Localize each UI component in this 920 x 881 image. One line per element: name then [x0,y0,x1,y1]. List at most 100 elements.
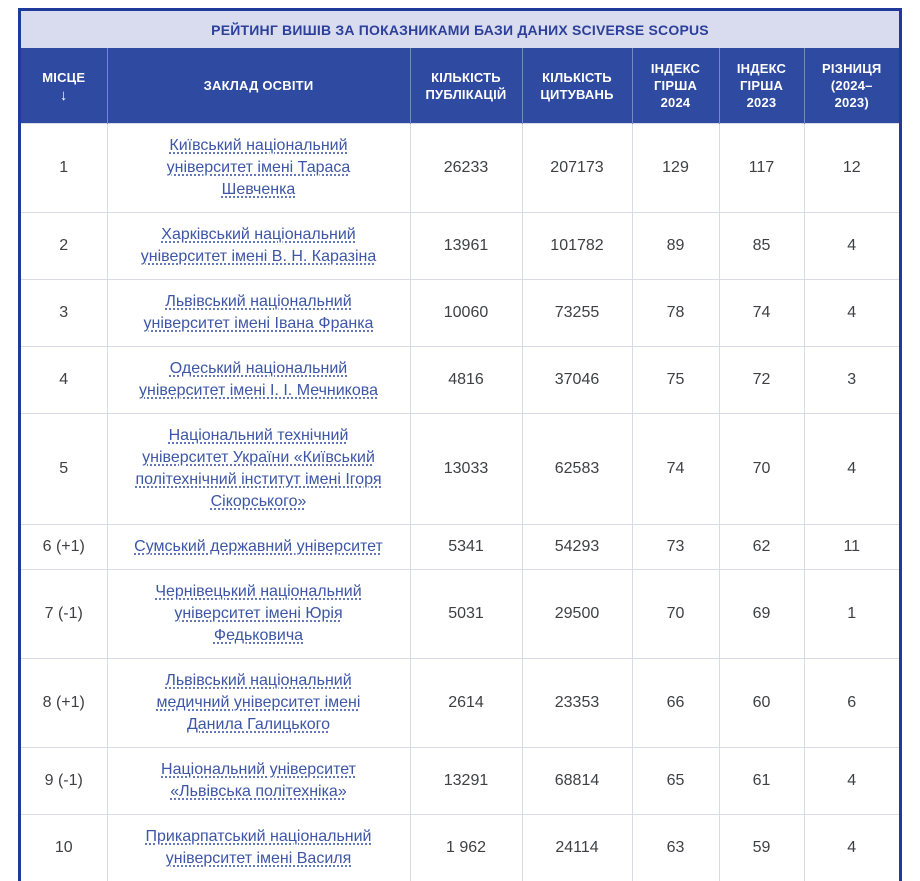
difference-cell: 1 [804,570,899,659]
rank-cell: 6 (+1) [21,525,107,570]
university-link[interactable]: Харківський національний університет іме… [141,224,377,268]
column-header-hindex-2024: ІНДЕКС ГІРША 2024 [632,48,719,124]
difference-cell: 11 [804,525,899,570]
publications-cell: 1 962 [410,815,522,881]
publications-cell: 2614 [410,659,522,748]
university-cell: Національний технічний університет Украї… [107,414,410,525]
table-title: РЕЙТИНГ ВИШІВ ЗА ПОКАЗНИКАМИ БАЗИ ДАНИХ … [21,11,899,48]
citations-cell: 54293 [522,525,632,570]
hindex-2024-cell: 129 [632,124,719,213]
citations-cell: 24114 [522,815,632,881]
university-cell: Національний університет «Львівська полі… [107,748,410,815]
citations-cell: 29500 [522,570,632,659]
university-link[interactable]: Прикарпатський національний університет … [146,826,372,870]
rank-cell: 5 [21,414,107,525]
publications-cell: 26233 [410,124,522,213]
difference-cell: 12 [804,124,899,213]
university-cell: Львівський національний університет імен… [107,280,410,347]
table-row: 4 Одеський національний університет імен… [21,347,899,414]
rank-cell: 1 [21,124,107,213]
university-link[interactable]: Одеський національний університет імені … [139,358,378,402]
table-row: 5 Національний технічний університет Укр… [21,414,899,525]
table-row: 2 Харківський національний університет і… [21,213,899,280]
university-link[interactable]: Чернівецький національний університет ім… [155,581,361,647]
citations-cell: 37046 [522,347,632,414]
university-cell: Чернівецький національний університет ім… [107,570,410,659]
column-header-publications: КІЛЬКІСТЬ ПУБЛІКАЦІЙ [410,48,522,124]
hindex-2023-cell: 74 [719,280,804,347]
table-header: МІСЦЕ ↓ ЗАКЛАД ОСВІТИ КІЛЬКІСТЬ ПУБЛІКАЦ… [21,48,899,124]
difference-cell: 4 [804,213,899,280]
table-row: 1 Київський національний університет іме… [21,124,899,213]
hindex-2023-cell: 70 [719,414,804,525]
hindex-2024-cell: 73 [632,525,719,570]
hindex-2024-cell: 74 [632,414,719,525]
difference-cell: 3 [804,347,899,414]
hindex-2024-cell: 78 [632,280,719,347]
column-header-difference: РІЗНИЦЯ (2024– 2023) [804,48,899,124]
rank-cell: 3 [21,280,107,347]
publications-cell: 5031 [410,570,522,659]
sort-descending-icon: ↓ [25,89,103,103]
ranking-table-container: РЕЙТИНГ ВИШІВ ЗА ПОКАЗНИКАМИ БАЗИ ДАНИХ … [18,8,902,881]
citations-cell: 207173 [522,124,632,213]
hindex-2023-cell: 72 [719,347,804,414]
hindex-2023-cell: 60 [719,659,804,748]
table-row: 7 (-1) Чернівецький національний універс… [21,570,899,659]
rank-cell: 10 [21,815,107,881]
table-row: 6 (+1) Сумський державний університет 53… [21,525,899,570]
difference-cell: 4 [804,815,899,881]
publications-cell: 5341 [410,525,522,570]
rank-cell: 7 (-1) [21,570,107,659]
citations-cell: 68814 [522,748,632,815]
hindex-2023-cell: 117 [719,124,804,213]
hindex-2024-cell: 65 [632,748,719,815]
table-body: 1 Київський національний університет іме… [21,124,899,881]
university-cell: Одеський національний університет імені … [107,347,410,414]
table-row: 8 (+1) Львівський національний медичний … [21,659,899,748]
university-cell: Київський національний університет імені… [107,124,410,213]
university-cell: Харківський національний університет іме… [107,213,410,280]
university-link[interactable]: Сумський державний університет [134,536,383,558]
ranking-table: МІСЦЕ ↓ ЗАКЛАД ОСВІТИ КІЛЬКІСТЬ ПУБЛІКАЦ… [21,48,899,881]
hindex-2023-cell: 61 [719,748,804,815]
column-header-hindex-2023: ІНДЕКС ГІРША 2023 [719,48,804,124]
hindex-2023-cell: 85 [719,213,804,280]
publications-cell: 13291 [410,748,522,815]
publications-cell: 10060 [410,280,522,347]
publications-cell: 13033 [410,414,522,525]
hindex-2024-cell: 70 [632,570,719,659]
column-header-place[interactable]: МІСЦЕ ↓ [21,48,107,124]
column-header-citations: КІЛЬКІСТЬ ЦИТУВАНЬ [522,48,632,124]
citations-cell: 73255 [522,280,632,347]
table-row: 9 (-1) Національний університет «Львівсь… [21,748,899,815]
difference-cell: 4 [804,280,899,347]
difference-cell: 4 [804,414,899,525]
column-header-place-label: МІСЦЕ [25,69,103,86]
rank-cell: 4 [21,347,107,414]
hindex-2023-cell: 62 [719,525,804,570]
university-link[interactable]: Національний університет «Львівська полі… [161,759,356,803]
university-cell: Прикарпатський національний університет … [107,815,410,881]
table-row: 10 Прикарпатський національний університ… [21,815,899,881]
university-cell: Львівський національний медичний універс… [107,659,410,748]
difference-cell: 4 [804,748,899,815]
rank-cell: 9 (-1) [21,748,107,815]
university-link[interactable]: Національний технічний університет Украї… [135,425,381,513]
hindex-2023-cell: 59 [719,815,804,881]
university-link[interactable]: Львівський національний університет імен… [144,291,374,335]
hindex-2024-cell: 89 [632,213,719,280]
rank-cell: 2 [21,213,107,280]
university-cell: Сумський державний університет [107,525,410,570]
publications-cell: 4816 [410,347,522,414]
hindex-2024-cell: 63 [632,815,719,881]
university-link[interactable]: Львівський національний медичний універс… [157,670,361,736]
column-header-institution: ЗАКЛАД ОСВІТИ [107,48,410,124]
publications-cell: 13961 [410,213,522,280]
difference-cell: 6 [804,659,899,748]
citations-cell: 62583 [522,414,632,525]
table-row: 3 Львівський національний університет ім… [21,280,899,347]
university-link[interactable]: Київський національний університет імені… [167,135,351,201]
hindex-2024-cell: 75 [632,347,719,414]
citations-cell: 23353 [522,659,632,748]
